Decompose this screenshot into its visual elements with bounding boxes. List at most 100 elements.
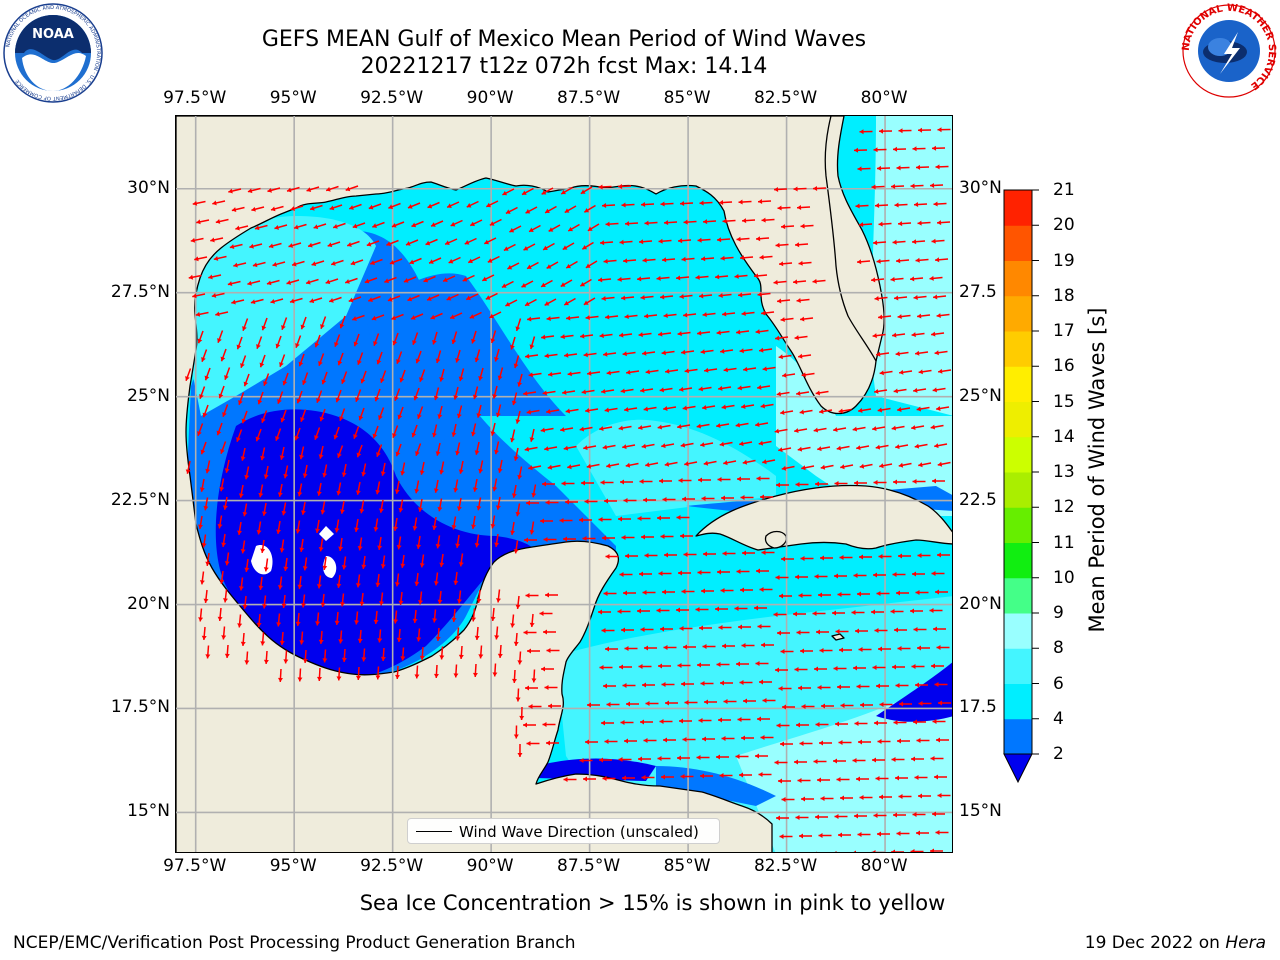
wind-arrow	[218, 385, 225, 399]
wind-arrow	[453, 386, 459, 400]
wind-arrow	[414, 480, 420, 494]
wind-arrow	[394, 480, 400, 494]
wind-arrow	[448, 256, 461, 264]
wind-arrow	[353, 426, 360, 439]
wind-arrow	[909, 276, 924, 282]
wind-arrow	[544, 353, 558, 359]
wind-arrow	[797, 778, 811, 783]
wind-arrow	[761, 550, 775, 555]
wind-arrow	[579, 278, 592, 287]
colorbar-extend-arrow	[1003, 753, 1033, 784]
gulf-map	[176, 116, 952, 854]
wind-arrow	[717, 569, 730, 575]
wind-arrow	[761, 310, 775, 316]
wind-arrow	[736, 661, 749, 667]
wind-arrow	[879, 370, 893, 376]
wind-arrow	[433, 479, 439, 493]
wind-arrow	[796, 390, 810, 396]
wind-arrow	[505, 299, 518, 307]
wind-arrow	[432, 331, 438, 345]
wind-arrow	[872, 757, 885, 763]
wind-arrow	[400, 554, 406, 568]
wind-arrow	[723, 367, 737, 373]
wind-arrow	[541, 666, 554, 672]
wind-arrow	[291, 260, 305, 267]
wind-arrow	[205, 460, 211, 474]
wind-arrow	[316, 390, 323, 403]
wind-arrow	[774, 853, 787, 854]
lat-tick-label-right: 27.5	[959, 281, 997, 302]
wind-arrow	[696, 423, 710, 429]
colorbar	[1003, 189, 1039, 784]
wind-arrow	[529, 613, 535, 628]
wind-arrow	[912, 812, 926, 817]
wind-arrow	[228, 188, 242, 194]
wind-arrow	[255, 428, 262, 442]
wind-arrow	[914, 443, 928, 449]
wind-arrow	[854, 721, 868, 726]
wind-arrow	[525, 685, 538, 691]
wind-arrow	[523, 243, 536, 251]
wind-arrow	[937, 552, 950, 558]
wind-arrow	[231, 206, 245, 213]
wind-arrow	[433, 572, 439, 586]
wind-arrow	[638, 332, 652, 338]
wind-arrow	[736, 569, 750, 574]
wind-arrow	[437, 498, 443, 512]
wind-arrow	[622, 683, 636, 688]
wind-arrow	[515, 410, 521, 424]
colorbar-tick-label: 6	[1053, 673, 1064, 694]
wind-arrow	[638, 664, 652, 669]
wind-arrow	[641, 443, 655, 449]
wind-arrow	[368, 295, 381, 302]
wind-arrow	[368, 203, 382, 210]
lat-tick-label-right: 17.5	[959, 697, 997, 718]
wind-arrow	[563, 536, 576, 542]
wind-arrow	[355, 481, 361, 495]
wind-arrow	[636, 276, 651, 282]
wind-arrow	[263, 650, 269, 665]
wind-arrow	[389, 258, 403, 265]
wind-arrow	[738, 624, 751, 630]
wind-arrow	[384, 276, 397, 284]
land-north-america	[176, 116, 879, 852]
wind-arrow	[761, 642, 774, 648]
wind-arrow	[618, 757, 632, 762]
wind-arrow	[759, 679, 772, 685]
wind-arrow	[517, 373, 523, 387]
wind-arrow	[801, 372, 815, 378]
wind-arrow	[620, 720, 634, 725]
wind-arrow	[360, 370, 367, 384]
wind-arrow	[796, 298, 810, 303]
wind-arrow	[249, 243, 263, 249]
wind-arrow	[355, 389, 362, 402]
wind-arrow	[760, 403, 774, 409]
wind-arrow	[366, 240, 380, 247]
wind-arrow	[250, 298, 264, 305]
wind-arrow	[205, 645, 211, 659]
wind-arrow	[433, 387, 440, 401]
wind-arrow	[274, 224, 288, 230]
wind-arrow	[490, 422, 496, 436]
lon-tick-label: 95°W	[269, 88, 317, 108]
wind-arrow	[375, 481, 381, 495]
wind-arrow	[601, 628, 615, 633]
wind-arrow	[502, 188, 515, 196]
wind-arrow	[792, 279, 807, 285]
wind-arrow	[426, 294, 440, 301]
colorbar-segment	[1004, 507, 1032, 543]
wind-arrow	[815, 390, 829, 396]
wind-arrow	[853, 850, 856, 852]
wind-arrow	[618, 516, 631, 522]
wind-arrow	[718, 200, 733, 206]
colorbar-tick-label: 11	[1053, 532, 1075, 553]
wind-arrow	[758, 440, 772, 446]
wind-arrow	[660, 534, 674, 539]
wind-arrow	[933, 626, 946, 632]
wind-arrow	[295, 335, 302, 348]
wind-arrow	[531, 669, 537, 683]
wind-arrow	[680, 533, 693, 539]
lon-tick-label: 90°W	[466, 88, 514, 108]
wind-arrow	[478, 367, 484, 381]
wind-arrow	[734, 273, 748, 279]
